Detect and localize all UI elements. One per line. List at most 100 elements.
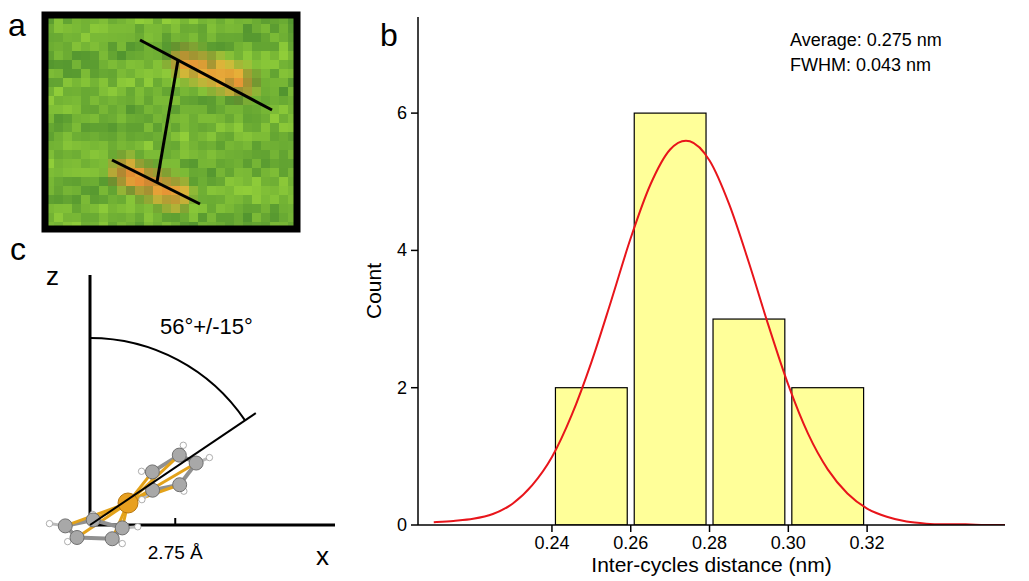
image-pixel [135, 87, 145, 97]
image-pixel [81, 51, 91, 61]
image-pixel [207, 168, 217, 178]
image-pixel [180, 159, 190, 169]
h-atom [119, 540, 125, 546]
image-pixel [81, 132, 91, 142]
image-pixel [243, 69, 253, 79]
image-pixel [225, 60, 235, 70]
y-axis [417, 17, 419, 525]
image-pixel [54, 159, 64, 169]
image-pixel [279, 114, 289, 124]
image-pixel [261, 213, 271, 223]
image-pixel [153, 87, 163, 97]
image-pixel [180, 96, 190, 106]
image-pixel [216, 42, 226, 52]
image-pixel [198, 24, 208, 34]
x-tick-label: 0.26 [613, 533, 648, 553]
image-pixel [99, 78, 109, 88]
image-pixel [144, 204, 154, 214]
panel-letter: c [10, 231, 26, 267]
image-pixel [270, 69, 280, 79]
image-pixel [90, 132, 100, 142]
measure-lines [112, 40, 272, 204]
y-tick [411, 387, 418, 389]
image-pixel [162, 24, 172, 34]
image-pixel [81, 69, 91, 79]
image-pixel [171, 132, 181, 142]
image-pixel [216, 186, 226, 196]
image-pixel [54, 69, 64, 79]
image-pixel [144, 213, 154, 223]
distance-label: 2.75 Å [148, 542, 203, 563]
c-atom [173, 478, 187, 492]
image-pixel [63, 51, 73, 61]
image-pixel [225, 195, 235, 205]
image-pixel [135, 213, 145, 223]
image-pixel [207, 177, 217, 187]
image-pixel [198, 123, 208, 133]
image-pixel [90, 150, 100, 160]
image-pixel [216, 51, 226, 61]
image-pixel [216, 150, 226, 160]
image-pixel [54, 213, 64, 223]
image-pixel [108, 69, 118, 79]
image-pixel [243, 186, 253, 196]
image-pixel [126, 195, 136, 205]
image-pixel [180, 78, 190, 88]
image-pixel [135, 105, 145, 115]
image-pixel [279, 33, 289, 43]
y-tick-label: 0 [397, 515, 407, 535]
image-pixel [216, 60, 226, 70]
image-pixel [243, 33, 253, 43]
image-pixel [72, 78, 82, 88]
image-pixel [198, 177, 208, 187]
image-pixel [108, 51, 118, 61]
x-tick [630, 525, 632, 532]
image-pixel [108, 114, 118, 124]
image-pixel [162, 69, 172, 79]
image-pixel [207, 213, 217, 223]
image-pixel [171, 105, 181, 115]
plot-area [434, 113, 1005, 525]
image-pixel [225, 96, 235, 106]
image-pixel [189, 186, 199, 196]
image-pixel [90, 60, 100, 70]
image-pixel [189, 213, 199, 223]
image-pixel [189, 177, 199, 187]
image-pixel [234, 204, 244, 214]
image-pixel [252, 78, 262, 88]
image-pixel [243, 78, 253, 88]
image-pixel [216, 159, 226, 169]
image-pixel [171, 213, 181, 223]
panel-letter: b [380, 17, 398, 53]
image-pixel [279, 159, 289, 169]
image-pixel [189, 33, 199, 43]
x-tick [709, 525, 711, 532]
image-pixel [171, 150, 181, 160]
image-pixel [243, 123, 253, 133]
image-pixel [225, 213, 235, 223]
image-pixel [162, 213, 172, 223]
image-pixel [270, 33, 280, 43]
image-pixel [90, 51, 100, 61]
image-pixel [252, 51, 262, 61]
image-pixel [243, 141, 253, 151]
image-pixel [54, 123, 64, 133]
image-pixel [63, 132, 73, 142]
image-pixel [153, 132, 163, 142]
image-pixel [279, 105, 289, 115]
image-pixel [126, 177, 136, 187]
image-pixel [81, 60, 91, 70]
image-pixel [90, 114, 100, 124]
image-pixel [279, 42, 289, 52]
c-atom [115, 521, 129, 535]
image-pixel [90, 168, 100, 178]
image-pixel [279, 195, 289, 205]
image-pixel [54, 51, 64, 61]
image-pixel [117, 204, 127, 214]
image-pixel [225, 114, 235, 124]
image-pixel [144, 78, 154, 88]
image-pixel [54, 168, 64, 178]
image-pixel [81, 105, 91, 115]
image-pixel [234, 33, 244, 43]
image-pixel [144, 87, 154, 97]
